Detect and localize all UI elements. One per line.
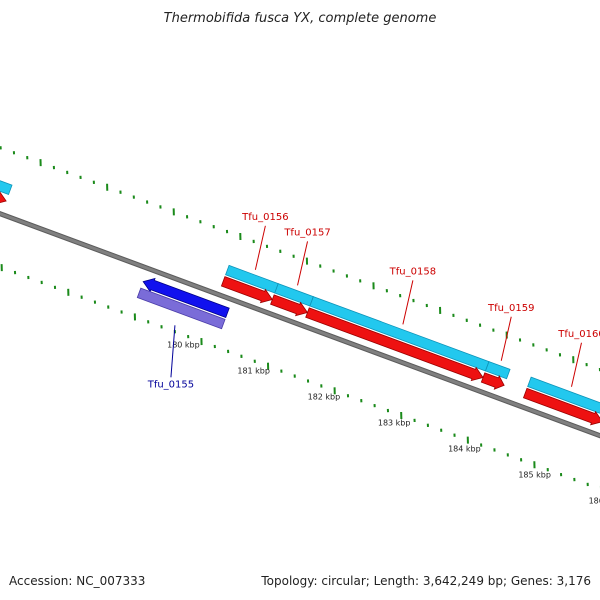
tick-label: 184 kbp: [448, 445, 481, 454]
inner-track-below: [0, 264, 600, 489]
tfu-0159-gene-bar: [484, 361, 511, 380]
accession-text: Accession: NC_007333: [9, 574, 146, 588]
tfu-0155-label: Tfu_0155: [147, 379, 194, 390]
tfu-0155-leader: [170, 325, 176, 378]
tfu-0156-label: Tfu_0156: [241, 212, 288, 223]
tfu-0156-cds-arrow: [220, 276, 273, 304]
tfu-0160-label: Tfu_0160: [557, 329, 600, 340]
map-title: Thermobifida fusca YX, complete genome: [164, 11, 437, 26]
tfu-0158-cds-arrow: [305, 307, 484, 382]
offscreen-gene-bar: [0, 180, 13, 195]
offscreen-cds-arrow: [0, 191, 7, 204]
tfu-0155-gene-bar: [136, 287, 226, 330]
kbp-ticks: 180 kbp 181 kbp 182 kbp 183 kbp 184 kbp 185 k…: [167, 341, 600, 506]
tfu-0159-cds-arrow: [480, 372, 505, 390]
backbone: [0, 212, 600, 438]
gene-features: [0, 180, 600, 426]
tfu-0157-label: Tfu_0157: [283, 227, 330, 238]
tfu-0155-cds-arrow: [142, 277, 230, 319]
tfu-0160-cds-arrow: [522, 387, 600, 426]
tfu-0159-label: Tfu_0159: [487, 303, 534, 314]
tick-label: 185 kbp: [518, 470, 551, 479]
tfu-0159-leader: [500, 316, 512, 361]
gene-labels: Tfu_0155 Tfu_0156 Tfu_0157 Tfu_0158 Tfu_0159…: [147, 212, 600, 391]
tick-label: 181 kbp: [237, 367, 270, 376]
tick-label: 186 kbp: [589, 496, 600, 505]
tfu-0156-leader: [254, 225, 266, 270]
backbone-group: [0, 211, 600, 439]
tfu-0158-leader: [402, 280, 414, 325]
tfu-0160-leader: [570, 342, 582, 387]
tfu-0160-gene-bar: [527, 376, 600, 414]
tfu-0157-cds-arrow: [270, 294, 309, 317]
tick-label: 182 kbp: [308, 393, 341, 402]
tick-label: 180 kbp: [167, 341, 200, 350]
dotted-tracks: [0, 146, 600, 489]
tfu-0157-leader: [297, 241, 309, 286]
tfu-0158-label: Tfu_0158: [389, 266, 436, 277]
topology-text: Topology: circular; Length: 3,642,249 bp…: [261, 574, 591, 588]
tick-label: 183 kbp: [378, 419, 411, 428]
